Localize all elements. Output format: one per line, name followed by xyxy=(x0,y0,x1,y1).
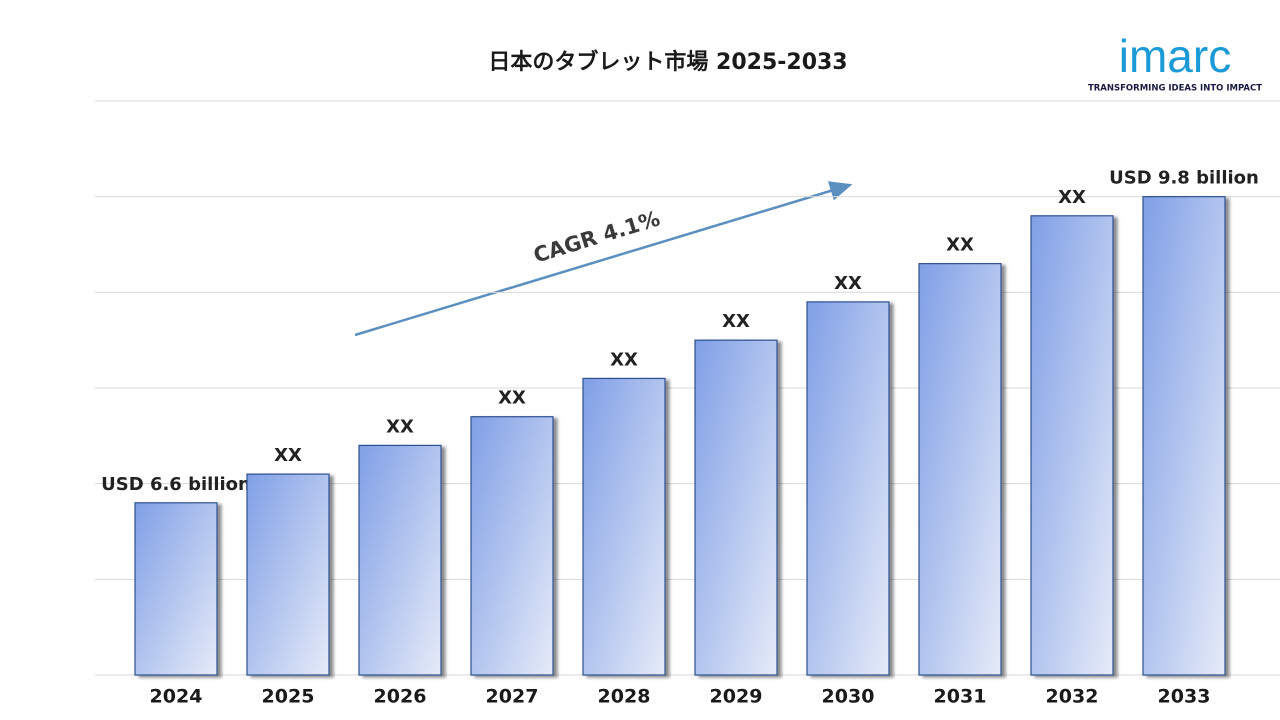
logo-tagline: TRANSFORMING IDEAS INTO IMPACT xyxy=(1088,84,1262,94)
bar xyxy=(918,263,1002,676)
x-tick-label: 2028 xyxy=(598,686,651,708)
bar xyxy=(694,339,778,676)
bar xyxy=(358,444,442,676)
x-tick-label: 2032 xyxy=(1046,686,1099,708)
data-label: XX xyxy=(610,349,638,370)
cagr-arrow xyxy=(354,181,853,337)
data-label: XX xyxy=(834,273,862,294)
bar xyxy=(582,377,666,676)
data-label: USD 9.8 billion xyxy=(1109,168,1259,189)
data-label: XX xyxy=(1058,187,1086,208)
bar xyxy=(246,473,330,676)
x-tick-label: 2029 xyxy=(710,686,763,708)
data-label: XX xyxy=(274,445,302,466)
bar xyxy=(134,502,218,676)
x-tick-label: 2025 xyxy=(262,686,315,708)
bar xyxy=(470,416,554,676)
cagr-annotation: CAGR 4.1% xyxy=(531,206,663,267)
x-tick-label: 2031 xyxy=(934,686,987,708)
data-label: XX xyxy=(498,388,526,409)
x-tick-label: 2033 xyxy=(1158,686,1211,708)
chart-title: 日本のタブレット市場 2025-2033 xyxy=(488,49,847,75)
x-tick-label: 2026 xyxy=(374,686,427,708)
bar xyxy=(1030,215,1114,676)
x-tick-label: 2024 xyxy=(150,686,203,708)
data-label: XX xyxy=(722,311,750,332)
data-label: USD 6.6 billion xyxy=(101,474,251,495)
bar xyxy=(806,301,890,676)
x-tick-label: 2030 xyxy=(822,686,875,708)
data-label: XX xyxy=(946,235,974,256)
logo: imarc xyxy=(1119,30,1231,82)
x-tick-label: 2027 xyxy=(486,686,539,708)
data-label: XX xyxy=(386,416,414,437)
bar xyxy=(1142,196,1226,676)
